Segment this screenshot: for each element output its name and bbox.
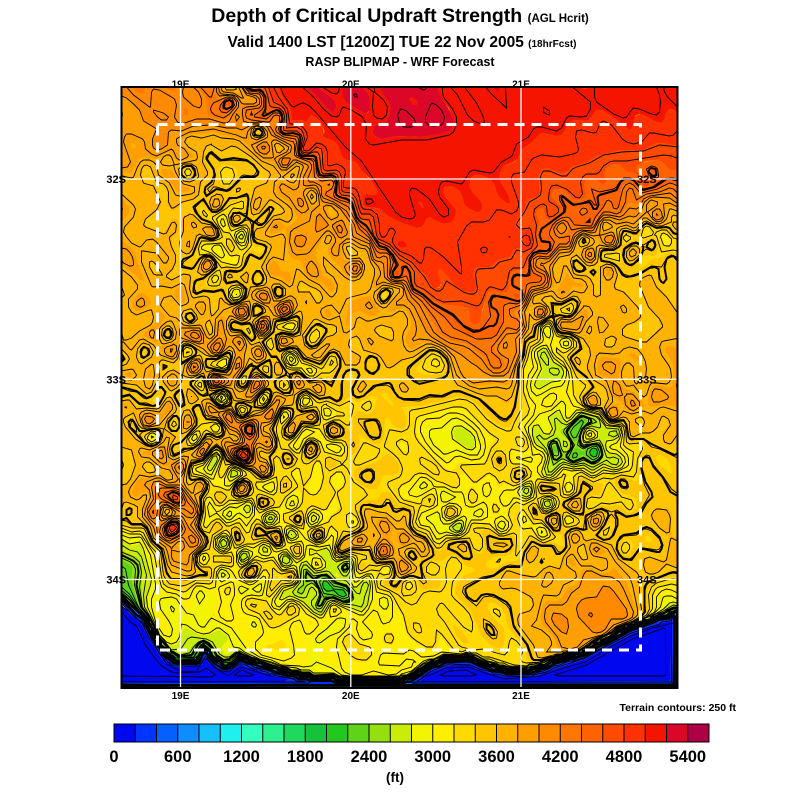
svg-text:Valid 1400 LST [1200Z] TUE 22: Valid 1400 LST [1200Z] TUE 22 Nov 2005 (… xyxy=(227,34,576,51)
svg-text:3600: 3600 xyxy=(478,748,515,766)
svg-text:4200: 4200 xyxy=(542,748,579,766)
svg-text:Terrain contours: 250 ft: Terrain contours: 250 ft xyxy=(620,702,737,714)
svg-text:33S: 33S xyxy=(106,374,126,386)
svg-text:4800: 4800 xyxy=(606,748,643,766)
svg-text:20E: 20E xyxy=(342,691,360,702)
svg-text:19E: 19E xyxy=(172,691,190,702)
svg-text:(ft): (ft) xyxy=(386,770,404,785)
svg-text:Depth of Critical Updraft Stre: Depth of Critical Updraft Strength (AGL … xyxy=(211,5,589,27)
svg-text:5400: 5400 xyxy=(669,748,706,766)
svg-text:21E: 21E xyxy=(512,691,530,702)
svg-text:1800: 1800 xyxy=(287,748,324,766)
svg-text:21E: 21E xyxy=(512,80,530,91)
svg-text:600: 600 xyxy=(164,748,192,766)
svg-text:RASP BLIPMAP - WRF Forecast: RASP BLIPMAP - WRF Forecast xyxy=(305,55,495,69)
svg-text:3000: 3000 xyxy=(414,748,451,766)
svg-text:2400: 2400 xyxy=(351,748,388,766)
svg-text:32S: 32S xyxy=(106,174,126,186)
svg-text:34S: 34S xyxy=(106,575,126,587)
svg-text:1200: 1200 xyxy=(223,748,260,766)
svg-text:33S: 33S xyxy=(637,374,657,386)
svg-text:19E: 19E xyxy=(172,80,190,91)
svg-text:0: 0 xyxy=(109,748,118,766)
svg-text:34S: 34S xyxy=(637,575,657,587)
svg-text:20E: 20E xyxy=(342,80,360,91)
svg-text:32S: 32S xyxy=(637,174,657,186)
